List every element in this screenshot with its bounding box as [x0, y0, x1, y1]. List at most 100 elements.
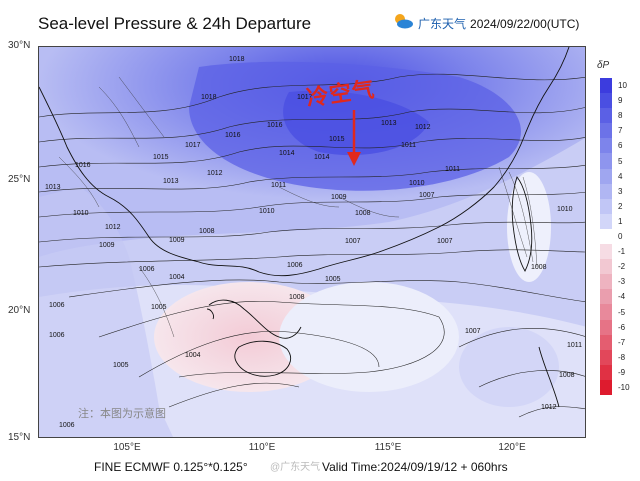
lat-label-20n: 20°N — [8, 305, 31, 316]
brand-name: 广东天气 — [418, 17, 467, 31]
isobar-label: 1006 — [49, 332, 65, 339]
legend-color-cell — [600, 364, 612, 380]
isobar-label: 1011 — [567, 342, 582, 349]
isobar-label: 1005 — [325, 276, 341, 283]
forecast-base-time: 2024/09/22/00(UTC) — [470, 16, 580, 31]
legend-color-cell — [600, 183, 612, 199]
isobar-label: 1006 — [139, 266, 155, 273]
isobar-label: 1004 — [185, 352, 201, 359]
legend-color-cell — [600, 274, 612, 290]
isobar-label: 1009 — [169, 237, 185, 244]
isobar-label: 1008 — [559, 372, 575, 379]
isobar-label: 1005 — [113, 362, 129, 369]
legend-color-cell — [600, 153, 612, 169]
legend-color-cell — [600, 93, 612, 109]
isobar-label: 1006 — [59, 422, 75, 429]
legend-tick-label: 1 — [618, 216, 623, 226]
legend-color-cell — [600, 123, 612, 139]
legend-tick-label: 0 — [618, 232, 623, 241]
isobar-label: 1013 — [45, 184, 61, 191]
isobar-label: 1008 — [199, 228, 215, 235]
legend-color-cell — [600, 379, 612, 395]
isobar-label: 1008 — [355, 210, 371, 217]
pressure-map: 1018 1017 1016 1015 1014 1013 1012 1011 … — [38, 46, 586, 438]
legend-color-cell — [600, 289, 612, 305]
isobar-label: 1009 — [331, 194, 347, 201]
valid-time-label: Valid Time:2024/09/19/12 + 060hrs — [322, 460, 508, 474]
isobar-label: 1018 — [229, 56, 245, 63]
legend-title: δP — [597, 60, 610, 71]
isobar-label: 1008 — [531, 264, 547, 271]
isobar-label: 1011 — [445, 166, 460, 173]
isobar-label: 1013 — [163, 178, 179, 185]
legend-tick-label: -10 — [618, 383, 630, 392]
legend-color-cell — [600, 319, 612, 335]
isobar-label: 1018 — [201, 94, 217, 101]
isobar-label: 1015 — [329, 136, 345, 143]
legend-tick-label: 4 — [618, 171, 623, 181]
legend-tick-label: -8 — [618, 352, 626, 362]
lon-label-110e: 110°E — [248, 442, 276, 453]
legend-color-cell — [600, 304, 612, 320]
legend-tick-label: -1 — [618, 247, 626, 257]
lon-label-115e: 115°E — [374, 442, 402, 453]
watermark: @广东天气 — [270, 462, 321, 473]
isobar-label: 1010 — [557, 206, 573, 213]
isobar-label: 1012 — [415, 124, 431, 131]
isobar-label: 1006 — [287, 262, 303, 269]
isobar-label: 1016 — [75, 162, 91, 169]
isobar-label: 1010 — [259, 208, 275, 215]
legend-color-cell — [600, 334, 612, 350]
sun-cloud-logo-icon — [392, 12, 414, 35]
legend-tick-label: 6 — [618, 141, 623, 151]
isobar-label: 1007 — [465, 328, 481, 335]
isobar-label: 1016 — [225, 132, 241, 139]
isobar-label: 1011 — [401, 142, 416, 149]
isobar-label: 1016 — [267, 122, 283, 129]
legend-color-cell — [600, 213, 612, 229]
legend-tick-label: 3 — [618, 186, 623, 196]
lon-label-105e: 105°E — [113, 442, 141, 453]
legend-color-cell — [600, 259, 612, 275]
pressure-departure-legend — [600, 78, 612, 395]
lon-label-120e: 120°E — [498, 442, 526, 453]
isobar-label: 1017 — [185, 142, 201, 149]
legend-color-cell — [600, 228, 612, 245]
schematic-note: 注：本图为示意图 — [78, 407, 166, 420]
legend-tick-label: 10 — [618, 81, 627, 90]
legend-tick-label: 8 — [618, 111, 623, 121]
isobar-label: 1012 — [207, 170, 223, 177]
isobar-label: 1004 — [169, 274, 185, 281]
legend-color-cell — [600, 198, 612, 214]
legend-tick-label: 7 — [618, 126, 623, 136]
isobar-label: 1009 — [99, 242, 115, 249]
map-canvas: 1018 1017 1016 1015 1014 1013 1012 1011 … — [39, 47, 585, 437]
brand: 广东天气 2024/09/22/00(UTC) — [392, 12, 579, 35]
legend-tick-label: 2 — [618, 201, 623, 211]
isobar-label: 1013 — [381, 120, 397, 127]
legend-color-cell — [600, 78, 612, 94]
legend-tick-label: -9 — [618, 367, 626, 377]
isobar-label: 1008 — [289, 294, 305, 301]
isobar-label: 1006 — [49, 302, 65, 309]
legend-color-cell — [600, 108, 612, 124]
legend-color-cell — [600, 349, 612, 365]
isobar-label: 1017 — [297, 94, 313, 101]
isobar-label: 1010 — [409, 180, 425, 187]
isobar-label: 1005 — [151, 304, 167, 311]
isobar-label: 1014 — [314, 154, 330, 161]
lat-label-15n: 15°N — [8, 432, 31, 443]
legend-tick-label: -4 — [618, 292, 626, 302]
cold-air-arrow-icon — [347, 110, 361, 166]
isobar-label: 1010 — [73, 210, 89, 217]
legend-tick-label: 5 — [618, 156, 623, 166]
legend-color-cell — [600, 168, 612, 184]
lat-label-30n: 30°N — [8, 40, 31, 51]
lat-label-25n: 25°N — [8, 174, 31, 185]
legend-color-cell — [600, 244, 612, 260]
isobar-label: 1007 — [437, 238, 453, 245]
legend-tick-label: -7 — [618, 337, 626, 347]
legend-tick-label: -5 — [618, 307, 626, 317]
model-label: FINE ECMWF 0.125°*0.125° — [94, 460, 248, 474]
isobar-label: 1012 — [541, 404, 557, 411]
